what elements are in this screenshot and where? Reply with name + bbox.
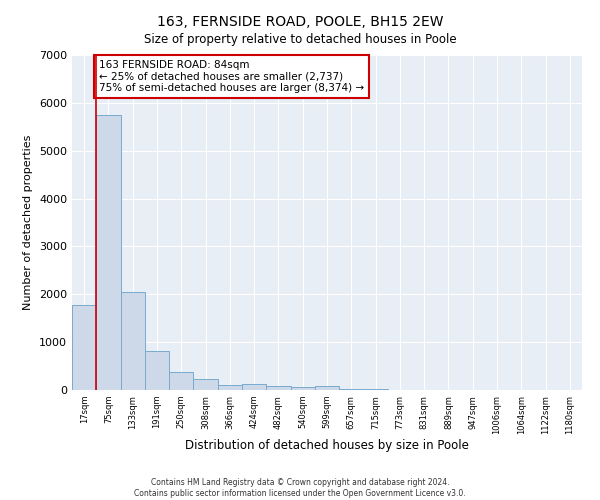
- Bar: [121, 292, 145, 390]
- Bar: [290, 388, 315, 390]
- Bar: [72, 305, 96, 390]
- Text: 163 FERNSIDE ROAD: 84sqm
← 25% of detached houses are smaller (2,737)
75% of sem: 163 FERNSIDE ROAD: 84sqm ← 25% of detach…: [99, 60, 364, 93]
- Bar: [315, 386, 339, 390]
- X-axis label: Distribution of detached houses by size in Poole: Distribution of detached houses by size …: [185, 440, 469, 452]
- Text: Size of property relative to detached houses in Poole: Size of property relative to detached ho…: [143, 32, 457, 46]
- Text: Contains HM Land Registry data © Crown copyright and database right 2024.
Contai: Contains HM Land Registry data © Crown c…: [134, 478, 466, 498]
- Bar: [364, 389, 388, 390]
- Bar: [339, 388, 364, 390]
- Text: 163, FERNSIDE ROAD, POOLE, BH15 2EW: 163, FERNSIDE ROAD, POOLE, BH15 2EW: [157, 15, 443, 29]
- Y-axis label: Number of detached properties: Number of detached properties: [23, 135, 34, 310]
- Bar: [218, 384, 242, 390]
- Bar: [96, 115, 121, 390]
- Bar: [242, 384, 266, 390]
- Bar: [193, 379, 218, 390]
- Bar: [145, 351, 169, 390]
- Bar: [169, 372, 193, 390]
- Bar: [266, 386, 290, 390]
